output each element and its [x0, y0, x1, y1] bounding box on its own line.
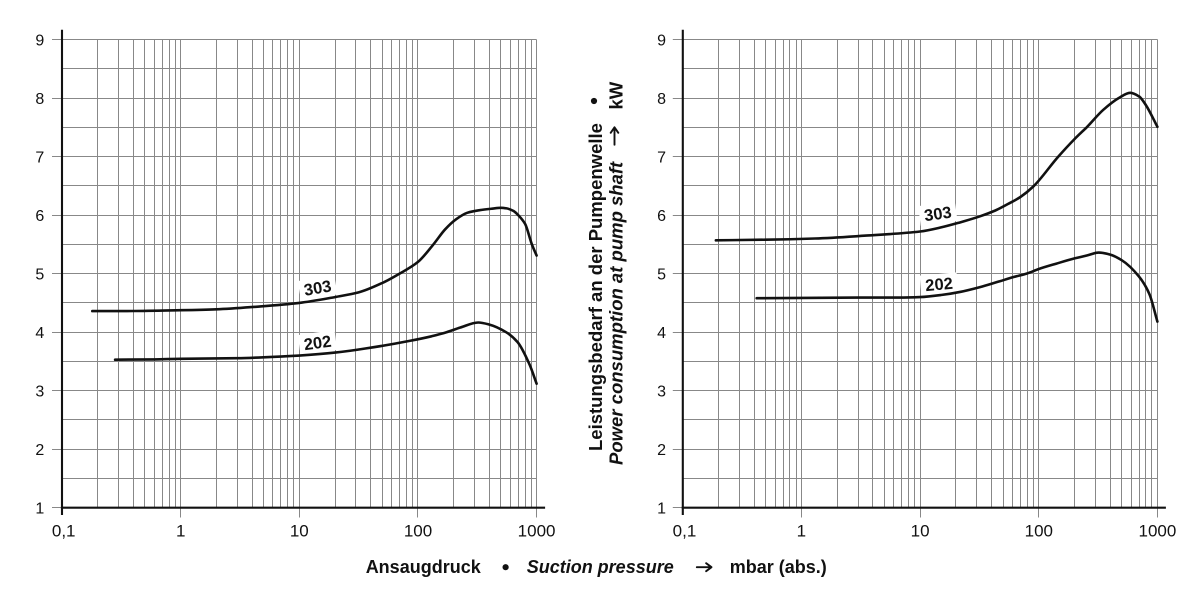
svg-text:1: 1 — [657, 501, 666, 518]
svg-text:7: 7 — [35, 149, 44, 166]
svg-text:0,1: 0,1 — [52, 521, 76, 540]
svg-text:Leistungsbedarf an der Pumpenw: Leistungsbedarf an der Pumpenwelle — [585, 123, 606, 451]
svg-text:5: 5 — [657, 266, 666, 283]
svg-text:100: 100 — [1025, 521, 1053, 540]
svg-text:9: 9 — [35, 32, 44, 49]
svg-text:303: 303 — [303, 277, 333, 300]
svg-text:1: 1 — [176, 521, 185, 540]
svg-text:3: 3 — [35, 384, 44, 401]
svg-text:Power consumption at pump shaf: Power consumption at pump shaft — [606, 161, 627, 465]
svg-text:Suction pressure: Suction pressure — [527, 557, 674, 577]
svg-text:10: 10 — [290, 521, 309, 540]
svg-text:9: 9 — [657, 32, 666, 49]
svg-text:202: 202 — [925, 275, 954, 295]
svg-text:8: 8 — [657, 91, 666, 108]
svg-text:Ansaugdruck: Ansaugdruck — [366, 557, 482, 577]
svg-text:2: 2 — [657, 442, 666, 459]
svg-text:5: 5 — [35, 266, 44, 283]
svg-text:202: 202 — [303, 333, 333, 355]
svg-text:1000: 1000 — [518, 521, 556, 540]
svg-text:1: 1 — [35, 501, 44, 518]
svg-text:kW: kW — [606, 81, 627, 109]
svg-text:10: 10 — [911, 521, 930, 540]
svg-text:6: 6 — [657, 208, 666, 225]
svg-text:1000: 1000 — [1138, 521, 1176, 540]
svg-text:6: 6 — [35, 208, 44, 225]
svg-text:303: 303 — [923, 204, 953, 226]
svg-text:4: 4 — [657, 325, 666, 342]
svg-text:7: 7 — [657, 149, 666, 166]
svg-text:2: 2 — [35, 442, 44, 459]
svg-text:4: 4 — [35, 325, 44, 342]
svg-text:3: 3 — [657, 384, 666, 401]
svg-text:mbar (abs.): mbar (abs.) — [730, 557, 827, 577]
svg-text:1: 1 — [797, 521, 806, 540]
svg-text:0,1: 0,1 — [673, 521, 697, 540]
svg-text:8: 8 — [35, 91, 44, 108]
svg-text:100: 100 — [404, 521, 432, 540]
